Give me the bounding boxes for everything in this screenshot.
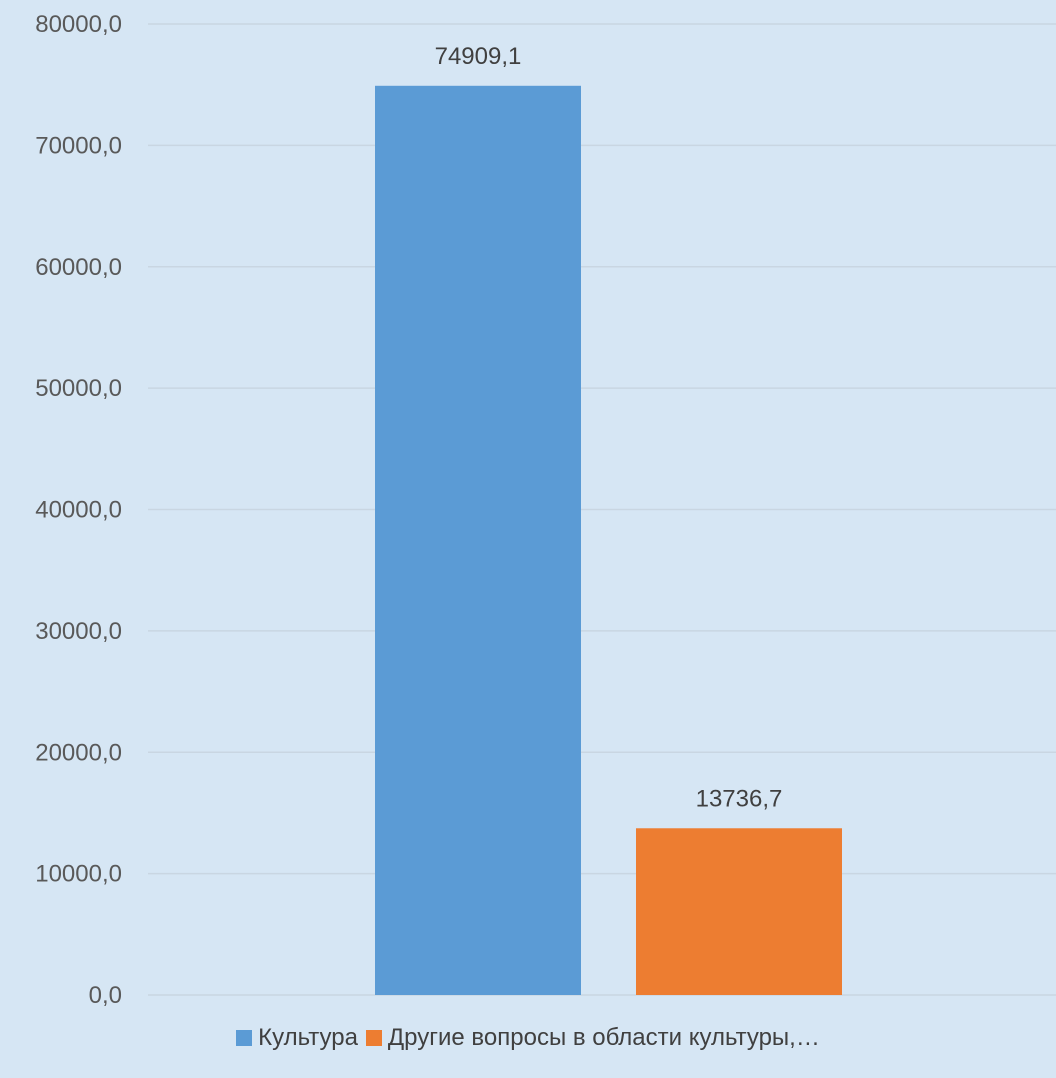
legend-swatch-other — [365, 1030, 382, 1046]
plot-area: 0,0 10000,0 20000,0 30000,0 40000,0 50000,0 60… — [35, 11, 1056, 1009]
bar-kultura — [375, 85, 581, 996]
legend-item-kultura: Культура — [236, 1024, 358, 1052]
y-tick-label: 40000,0 — [35, 497, 122, 524]
y-tick-label: 80000,0 — [35, 11, 122, 38]
legend-item-other: Другие вопросы в области культуры,… — [365, 1024, 820, 1052]
bar-other — [636, 828, 842, 995]
y-tick-label: 0,0 — [89, 982, 122, 1009]
y-tick-label: 30000,0 — [35, 618, 122, 645]
legend-swatch-kultura — [236, 1030, 253, 1046]
y-tick-label: 50000,0 — [35, 375, 122, 402]
data-label-kultura: 74909,1 — [435, 43, 522, 70]
y-tick-label: 20000,0 — [35, 739, 122, 766]
legend: Культура Другие вопросы в области культу… — [0, 1024, 1056, 1052]
y-tick-label: 70000,0 — [35, 132, 122, 159]
legend-label-kultura: Культура — [258, 1024, 358, 1051]
legend-label-other: Другие вопросы в области культуры,… — [387, 1024, 820, 1051]
y-tick-label: 10000,0 — [35, 861, 122, 888]
y-tick-label: 60000,0 — [35, 254, 122, 281]
data-label-other: 13736,7 — [696, 785, 783, 812]
